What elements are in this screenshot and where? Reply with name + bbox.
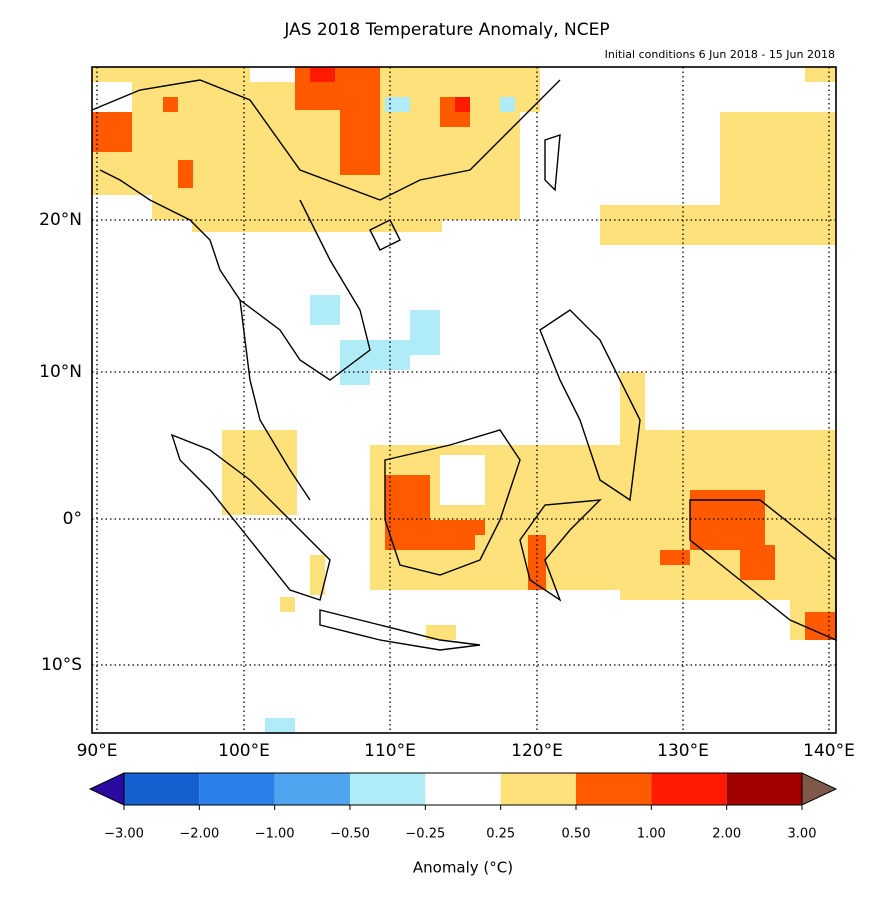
colorbar-extend-high [801,772,838,806]
colorbar-tick-label: 3.00 [788,827,817,842]
colorbar-box [500,773,576,805]
colorbar-box [350,773,426,805]
colorbar-label: Anomaly (°C) [413,859,513,877]
colorbar-box [726,773,802,805]
colorbar-tick-label: −1.00 [255,827,295,842]
colorbar-box [274,773,350,805]
anomaly-field [92,67,836,733]
lon-label: 110°E [364,741,416,761]
colorbar-tick-label: 0.25 [486,827,515,842]
colorbar-extend-low [88,772,125,806]
coastlines [91,79,837,651]
title: JAS 2018 Temperature Anomaly, NCEP [283,20,609,40]
colorbar-tick-label: −2.00 [179,827,219,842]
lat-label: 10°N [39,362,82,382]
map-frame [91,66,837,734]
colorbar: −3.00 −2.00 −1.00 −0.50 −0.25 0.25 0.50 1.00 2.0… [88,772,838,842]
subtitle: Initial conditions 6 Jun 2018 - 15 Jun 2… [605,48,835,61]
lon-label: 90°E [77,741,118,761]
colorbar-tick-label: 0.50 [562,827,591,842]
colorbar-box [425,773,501,805]
lon-label: 100°E [218,741,270,761]
lon-label: 130°E [657,741,709,761]
colorbar-tick-label: −0.50 [330,827,370,842]
lat-label: 20°N [39,210,82,230]
lat-label: 0° [63,509,82,529]
colorbar-tick-label: 2.00 [712,827,741,842]
colorbar-tick-label: 1.00 [637,827,666,842]
colorbar-frame [123,772,803,806]
lon-label: 120°E [511,741,563,761]
colorbar-tick-label: −3.00 [104,827,144,842]
graticule [92,67,836,733]
colorbar-box [651,773,727,805]
colorbar-tick-label: −0.25 [405,827,445,842]
lat-label: 10°S [41,655,82,675]
colorbar-box [124,773,200,805]
colorbar-box [576,773,652,805]
colorbar-box [199,773,275,805]
lon-label: 140°E [803,741,855,761]
